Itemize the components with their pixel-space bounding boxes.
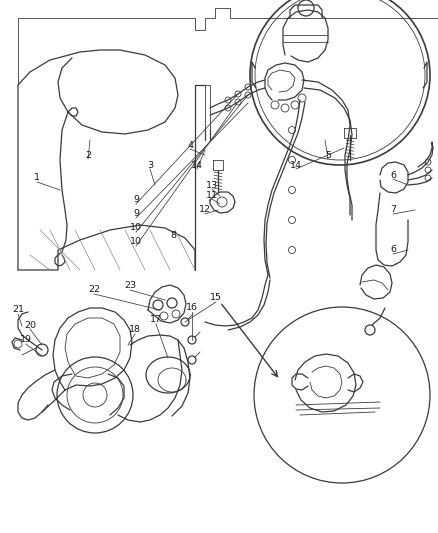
Text: 18: 18 xyxy=(129,326,141,335)
Text: 6: 6 xyxy=(390,246,396,254)
Text: 16: 16 xyxy=(186,303,198,312)
Text: 2: 2 xyxy=(85,150,91,159)
Text: 21: 21 xyxy=(12,305,24,314)
Text: 13: 13 xyxy=(206,181,218,190)
Text: 19: 19 xyxy=(20,335,32,344)
Text: 9: 9 xyxy=(133,196,139,205)
Text: 4: 4 xyxy=(187,141,193,149)
Text: 1: 1 xyxy=(34,174,40,182)
Text: 23: 23 xyxy=(124,281,136,290)
Text: 12: 12 xyxy=(199,206,211,214)
Text: 3: 3 xyxy=(147,160,153,169)
Text: 9: 9 xyxy=(133,209,139,219)
Text: 6: 6 xyxy=(390,171,396,180)
Text: 15: 15 xyxy=(210,294,222,303)
Text: 14: 14 xyxy=(191,160,203,169)
Text: 8: 8 xyxy=(170,230,176,239)
Text: 7: 7 xyxy=(390,206,396,214)
Text: 10: 10 xyxy=(130,223,142,232)
Text: 14: 14 xyxy=(290,160,302,169)
Text: 17: 17 xyxy=(150,316,162,325)
Text: 22: 22 xyxy=(88,286,100,295)
Text: 11: 11 xyxy=(206,190,218,199)
Text: 10: 10 xyxy=(130,238,142,246)
Text: 20: 20 xyxy=(24,320,36,329)
Text: 5: 5 xyxy=(325,150,331,159)
